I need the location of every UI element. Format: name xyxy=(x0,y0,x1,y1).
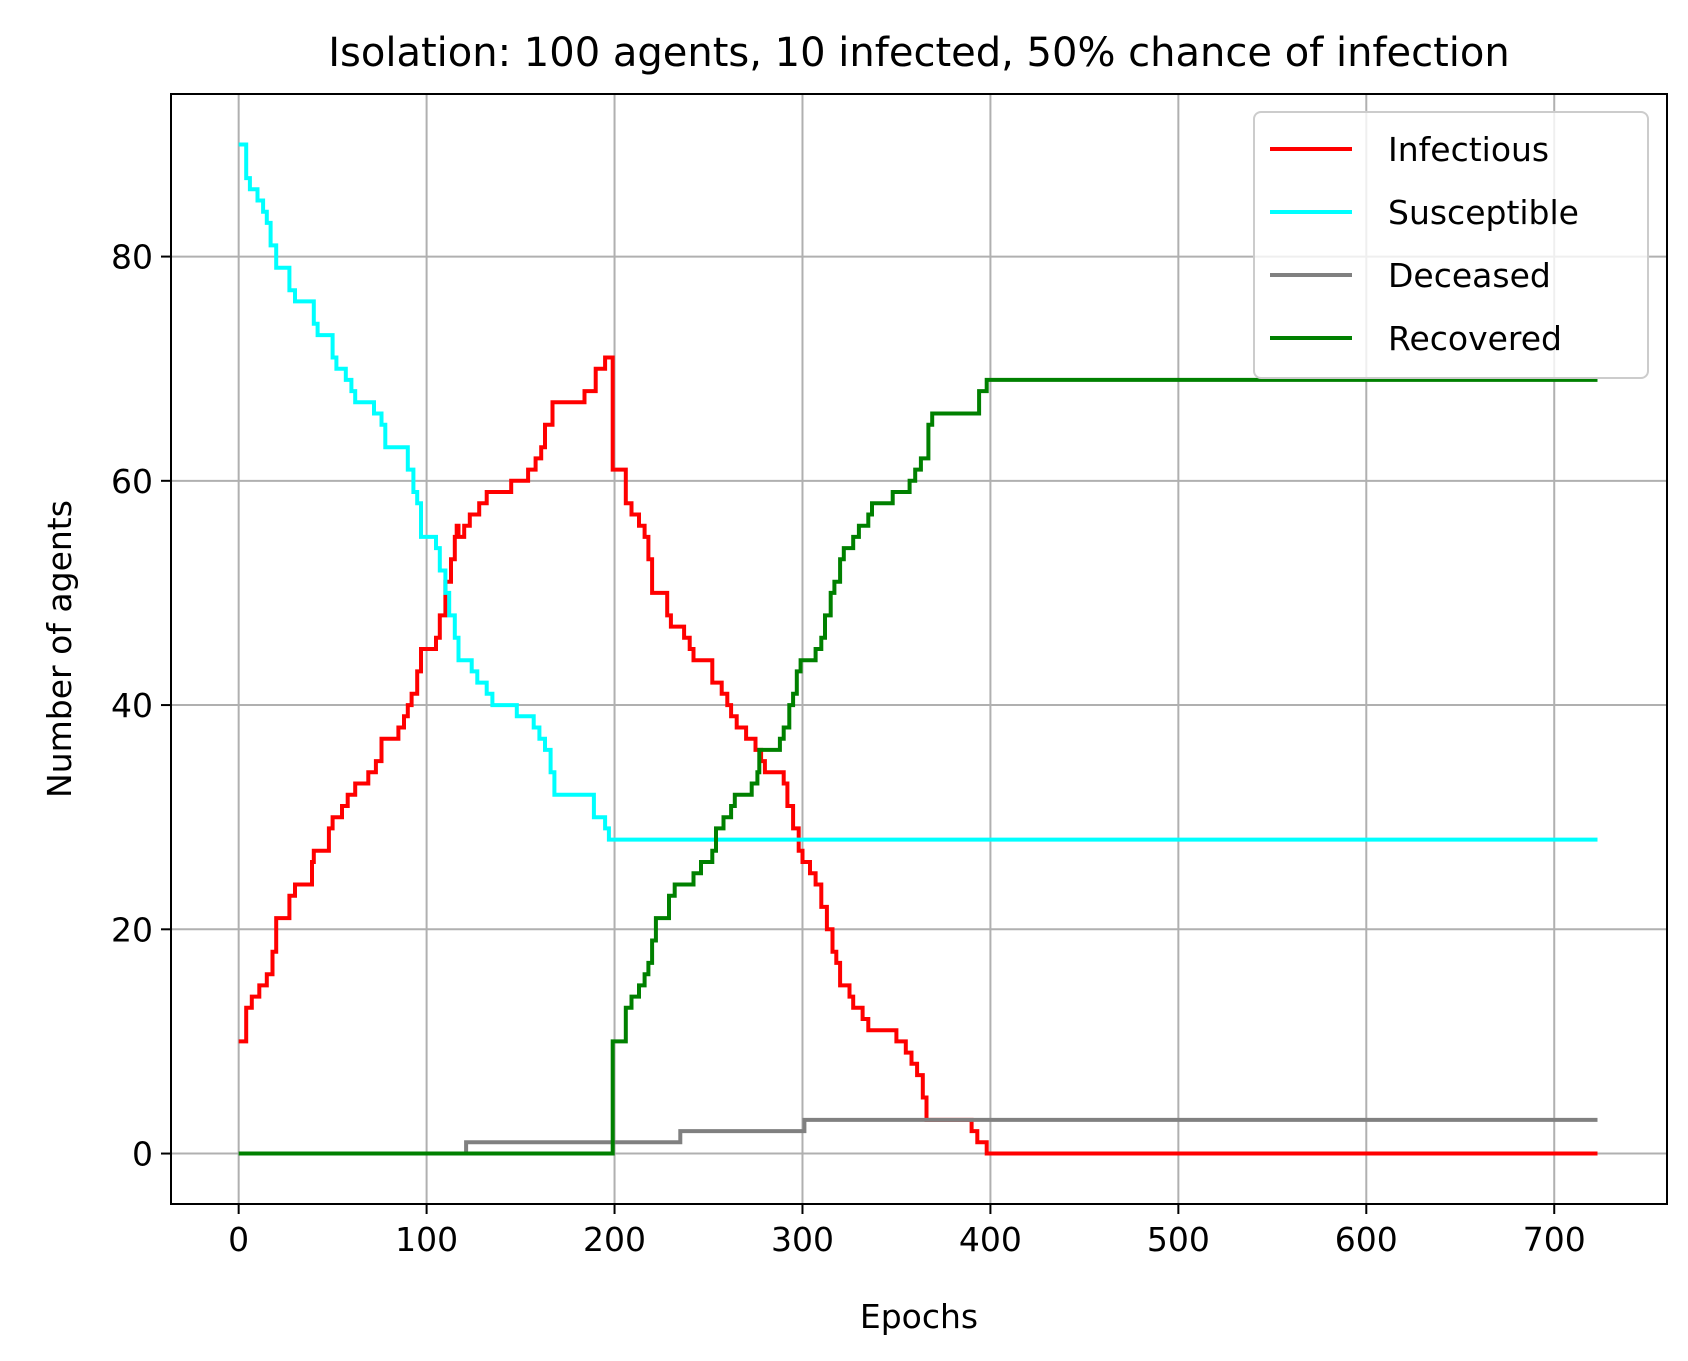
chart-title: Isolation: 100 agents, 10 infected, 50% … xyxy=(328,30,1509,76)
axis-ticks: 0 100 200 300 400 500 600 700 0 20 40 60 80 xyxy=(111,238,1586,1259)
series-line-infectious xyxy=(238,355,1598,1156)
x-axis-title: Epochs xyxy=(860,1297,978,1336)
series-line-recovered xyxy=(238,377,1598,1156)
x-tick-label: 0 xyxy=(228,1220,249,1259)
x-tick-label: 300 xyxy=(771,1220,834,1259)
legend-label-susceptible: Susceptible xyxy=(1388,193,1579,232)
y-tick-label: 0 xyxy=(132,1135,153,1174)
x-tick-label: 200 xyxy=(583,1220,646,1259)
y-tick-label: 60 xyxy=(111,462,153,501)
y-tick-label: 80 xyxy=(111,238,153,277)
legend-label-deceased: Deceased xyxy=(1388,256,1551,295)
series-lines xyxy=(238,142,1598,1156)
x-tick-label: 500 xyxy=(1147,1220,1210,1259)
legend-label-recovered: Recovered xyxy=(1388,319,1562,358)
series-line-susceptible xyxy=(238,142,1598,842)
x-tick-label: 100 xyxy=(395,1220,458,1259)
x-tick-label: 700 xyxy=(1523,1220,1586,1259)
x-tick-label: 400 xyxy=(959,1220,1022,1259)
y-tick-label: 40 xyxy=(111,686,153,725)
y-tick-label: 20 xyxy=(111,910,153,949)
legend: Infectious Susceptible Deceased Recovered xyxy=(1253,111,1649,379)
legend-label-infectious: Infectious xyxy=(1388,130,1549,169)
x-tick-label: 600 xyxy=(1335,1220,1398,1259)
plot-frame xyxy=(170,93,1668,1205)
legend-box xyxy=(1253,111,1649,379)
y-axis-title: Number of agents xyxy=(40,500,79,798)
